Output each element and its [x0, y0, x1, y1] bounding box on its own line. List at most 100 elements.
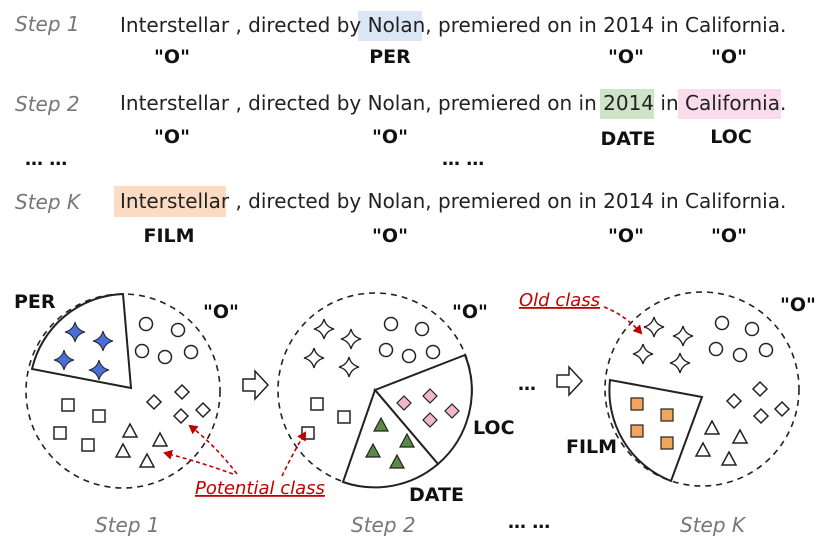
circle-step-k: "O" FILM — [566, 291, 816, 487]
ellipsis-mid: … … — [442, 149, 484, 170]
bottom-step-k-label: Step K — [680, 513, 747, 537]
bottom-step-1-label: Step 1 — [95, 513, 160, 537]
sentence-step-1: Interstellar , directed by Nolan, premie… — [120, 13, 786, 37]
triangle-icon — [732, 429, 748, 444]
tag-film: FILM — [143, 225, 194, 247]
circle1-per-label: PER — [14, 291, 56, 313]
circle3-o-label: "O" — [780, 294, 816, 316]
film-square-icon — [660, 436, 674, 450]
circle-step-2: "O" LOC DATE — [277, 292, 515, 506]
sentence-period: . — [780, 91, 786, 115]
old-star-icon — [672, 325, 694, 347]
year-highlight — [600, 89, 654, 119]
film-square-icon — [660, 408, 674, 422]
diamond-icon — [774, 401, 790, 417]
o-circle-icon — [401, 348, 417, 364]
tag-o-6: "O" — [372, 225, 408, 247]
potential-class-arrow-2 — [163, 449, 234, 475]
o-circle-icon — [383, 316, 399, 332]
sentence-word-2014: 2014 — [603, 91, 654, 115]
sentence-word-california: California — [685, 91, 780, 115]
potential-class-arrow-3 — [281, 431, 307, 477]
circle1-o-label: "O" — [203, 301, 239, 323]
sentence-step-2: Interstellar , directed by Nolan, premie… — [120, 91, 786, 115]
tag-o-7: "O" — [608, 225, 644, 247]
o-circle-icon — [708, 341, 724, 357]
old-star-icon — [632, 343, 654, 365]
potential-class-arrow-1 — [188, 424, 238, 475]
o-circle-icon — [157, 349, 173, 365]
old-class-annotation: Old class — [519, 290, 600, 311]
sentence-rest: , premiered on in 2014 in California. — [425, 13, 786, 37]
old-star-icon — [340, 328, 362, 350]
sentence-word-interstellar: Interstellar — [120, 189, 230, 213]
triangle-icon — [721, 451, 737, 466]
diamond-icon — [173, 408, 189, 424]
tag-o-8: "O" — [711, 225, 747, 247]
o-circle-icon — [425, 344, 441, 360]
o-circle-icon — [758, 342, 774, 358]
triangle-icon — [122, 423, 138, 438]
diamond-icon — [195, 402, 211, 418]
circle-step-1: PER "O" — [14, 291, 239, 489]
tag-loc: LOC — [710, 126, 752, 148]
o-circle-icon — [134, 343, 150, 359]
triangle-icon — [695, 442, 711, 457]
triangle-icon — [115, 443, 131, 458]
o-circle-icon — [732, 347, 748, 363]
bottom-step-2-label: Step 2 — [351, 513, 416, 537]
ellipsis-circles: … — [518, 374, 536, 395]
next-step-arrow-icon — [242, 369, 270, 401]
old-star-icon — [313, 318, 335, 340]
sentence-prefix: Interstellar , directed by Nolan, premie… — [120, 91, 603, 115]
tag-o-5: "O" — [372, 126, 408, 148]
step-1-label: Step 1 — [15, 12, 80, 36]
square-icon — [92, 409, 106, 423]
o-circle-icon — [378, 342, 394, 358]
circle2-loc-label: LOC — [473, 417, 515, 439]
square-icon — [310, 397, 324, 411]
square-icon — [337, 410, 351, 424]
sentence-rest-k: , directed by Nolan, premiered on in 201… — [229, 189, 786, 213]
tag-o-3: "O" — [711, 46, 747, 68]
diamond-icon — [146, 394, 162, 410]
sentence-step-k: Interstellar , directed by Nolan, premie… — [120, 189, 786, 213]
tag-date: DATE — [601, 128, 656, 150]
circle2-date-label: DATE — [409, 484, 464, 506]
triangle-icon — [139, 453, 155, 468]
interstellar-highlight — [114, 186, 226, 217]
o-circle-icon — [714, 315, 730, 331]
per-sector — [30, 292, 133, 390]
loc-sector — [373, 353, 473, 466]
o-circle-icon — [170, 322, 186, 338]
potential-class-annotation: Potential class — [195, 478, 325, 499]
nolan-highlight — [358, 11, 422, 41]
triangle-icon — [152, 432, 168, 447]
sentence-word-nolan: Nolan — [368, 13, 426, 37]
old-star-icon — [669, 352, 691, 374]
bottom-ellipsis: … … — [508, 512, 550, 533]
film-square-icon — [630, 424, 644, 438]
square-icon — [301, 426, 315, 440]
circle2-o-label: "O" — [452, 301, 488, 323]
tag-o-4: "O" — [154, 126, 190, 148]
o-circle-icon — [744, 321, 760, 337]
diamond-icon — [174, 384, 190, 400]
circle3-film-label: FILM — [566, 436, 617, 458]
old-star-icon — [303, 347, 325, 369]
o-circle-icon — [138, 316, 154, 332]
old-star-icon — [643, 316, 665, 338]
step-k-label: Step K — [15, 190, 82, 214]
o-circle-icon — [414, 321, 430, 337]
sentence-in: in — [654, 91, 685, 115]
sentence-part-1: Interstellar , directed by — [120, 13, 368, 37]
ellipsis-left: … … — [25, 149, 67, 170]
tag-o-2: "O" — [608, 46, 644, 68]
tag-o-1: "O" — [154, 46, 190, 68]
diamond-icon — [753, 408, 769, 424]
square-icon — [81, 438, 95, 452]
diamond-icon — [726, 393, 742, 409]
step-2-label: Step 2 — [15, 92, 80, 116]
old-class-arrow — [603, 306, 643, 335]
